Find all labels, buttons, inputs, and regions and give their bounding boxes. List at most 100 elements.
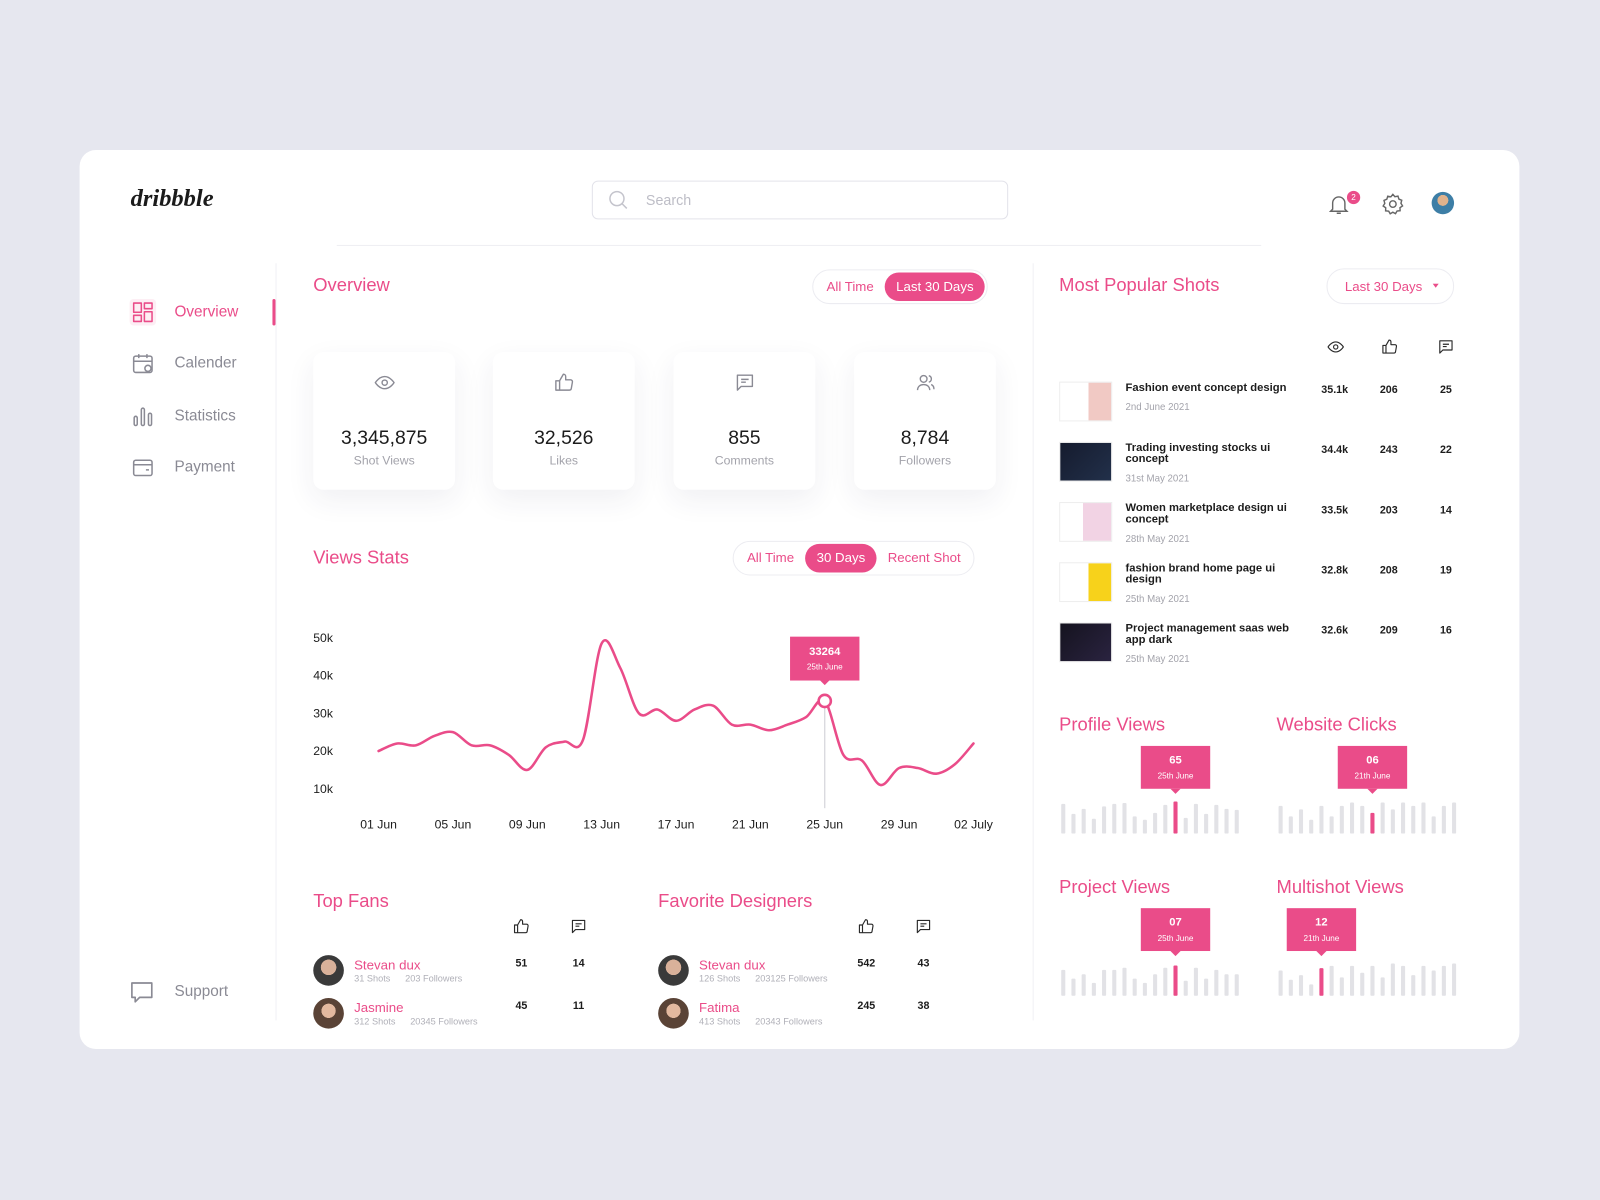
mini-tooltip-pointer	[1367, 788, 1378, 794]
stat-value: 3,345,875	[341, 427, 428, 449]
nav-item[interactable]: Payment	[174, 458, 235, 476]
shot-likes: 203	[1379, 504, 1398, 517]
shot-thumbnail[interactable]	[1059, 441, 1113, 482]
person-comments: 43	[917, 957, 930, 970]
sidebar-divider	[275, 263, 277, 1021]
filter-group: All Time Last 30 Days	[812, 269, 988, 305]
person-name[interactable]: Fatima	[698, 999, 740, 1016]
mini-bar-chart	[1061, 965, 1239, 996]
y-tick-label: 30k	[313, 706, 334, 720]
person-likes: 245	[857, 999, 876, 1013]
mini-bar	[1349, 965, 1355, 996]
stat-label: Likes	[549, 453, 579, 468]
search-box[interactable]: Search	[591, 180, 1009, 220]
nav-icon[interactable]	[131, 351, 155, 375]
avatar[interactable]	[313, 997, 344, 1029]
stat-value: 8,784	[900, 427, 950, 449]
shot-comments: 25	[1439, 383, 1452, 396]
mini-tooltip-value: 12	[1315, 916, 1328, 929]
notification-bell[interactable]	[1327, 192, 1351, 216]
mini-bar	[1102, 969, 1107, 996]
section-title: Most Popular Shots	[1059, 274, 1220, 295]
section-title: Favorite Designers	[658, 890, 813, 912]
mini-bar	[1224, 974, 1229, 996]
filter-option[interactable]: Last 30 Days	[884, 272, 985, 302]
shot-date: 31st May 2021	[1125, 473, 1190, 485]
filter-option[interactable]: All Time	[746, 549, 795, 566]
mini-tooltip-date: 25th June	[1157, 771, 1194, 781]
mini-bar	[1401, 802, 1406, 834]
mini-bar	[1411, 975, 1416, 996]
shot-title[interactable]: Project management saas web app dark	[1125, 622, 1289, 646]
person-name[interactable]: Stevan dux	[698, 957, 766, 973]
mini-bar	[1390, 963, 1395, 996]
mini-chart-title: Project Views	[1059, 876, 1171, 897]
person-name[interactable]: Jasmine	[354, 999, 404, 1016]
mini-bar	[1112, 803, 1117, 834]
x-tick-label: 13 Jun	[583, 818, 620, 832]
section-title: Views Stats	[313, 546, 409, 568]
nav-item[interactable]: Overview	[174, 303, 239, 321]
shot-comments: 14	[1439, 504, 1452, 517]
nav-item[interactable]: Statistics	[174, 407, 236, 425]
shot-title[interactable]: Fashion event concept design	[1125, 381, 1287, 394]
stat-icon	[374, 375, 395, 390]
mini-bar	[1319, 968, 1324, 996]
mini-chart-title: Website Clicks	[1276, 714, 1397, 735]
support-icon[interactable]	[129, 979, 156, 1006]
logo[interactable]: dribbble	[130, 185, 214, 213]
shot-title[interactable]: fashion brand home page ui design	[1125, 562, 1276, 586]
support-link[interactable]: Support	[174, 982, 229, 1000]
person-shots: 312 Shots	[354, 1016, 396, 1027]
person-shots: 126 Shots	[698, 973, 741, 984]
shot-likes: 209	[1379, 624, 1398, 637]
avatar[interactable]	[658, 997, 689, 1029]
settings-icon[interactable]	[1381, 192, 1405, 216]
mini-bar	[1091, 818, 1096, 834]
mini-bar	[1452, 963, 1457, 996]
nav-icon[interactable]	[131, 404, 155, 428]
nav-item[interactable]: Calender	[174, 354, 237, 372]
card	[79, 149, 1520, 1049]
shot-views: 33.5k	[1321, 504, 1349, 517]
mini-bar	[1380, 802, 1385, 834]
shot-info: Trading investing stocks ui concept 31st …	[1125, 441, 1312, 485]
mini-bar	[1193, 803, 1198, 834]
mini-bar	[1339, 977, 1344, 996]
mini-chart-title: Profile Views	[1059, 714, 1166, 735]
mini-tooltip-date: 21th June	[1354, 771, 1391, 781]
shot-thumbnail[interactable]	[1059, 502, 1113, 542]
mini-chart-title: Multishot Views	[1276, 876, 1404, 897]
avatar[interactable]	[313, 955, 344, 986]
filter-option[interactable]: 30 Days	[805, 543, 877, 573]
avatar[interactable]	[658, 955, 689, 986]
mini-bar-chart	[1278, 963, 1457, 996]
shot-title[interactable]: Trading investing stocks ui concept	[1125, 441, 1271, 466]
nav-icon[interactable]	[131, 300, 155, 324]
filter-option[interactable]: All Time	[826, 278, 874, 294]
shot-thumbnail[interactable]	[1059, 562, 1113, 603]
shot-title[interactable]: Women marketplace design ui concept	[1125, 502, 1287, 526]
mini-bar	[1411, 805, 1416, 834]
user-avatar[interactable]	[1431, 191, 1455, 215]
shot-info: Fashion event concept design 2nd June 202…	[1125, 381, 1312, 413]
filter-option[interactable]: Recent Shot	[887, 549, 961, 566]
person-likes: 542	[857, 957, 876, 970]
nav-icon[interactable]	[131, 455, 155, 479]
mini-bar	[1452, 802, 1457, 834]
mini-tooltip: 06 21th June	[1337, 745, 1408, 794]
mini-bar	[1183, 817, 1188, 834]
views-chart: 10k 20k 30k 40k 50k 01 Jun 05 Jun 09 Jun 13 Jun 1…	[313, 631, 993, 832]
shot-thumbnail[interactable]	[1059, 622, 1113, 663]
mini-bar	[1309, 984, 1314, 996]
stat-label: Shot Views	[353, 453, 415, 468]
column-icon	[1382, 339, 1398, 354]
mini-bar	[1193, 967, 1198, 996]
mini-bar	[1183, 980, 1188, 996]
header-divider	[336, 244, 1262, 246]
shot-thumbnail[interactable]	[1059, 381, 1113, 422]
dropdown[interactable]: Last 30 Days	[1326, 268, 1455, 305]
person-name[interactable]: Stevan dux	[354, 957, 421, 973]
mini-bar	[1339, 805, 1344, 834]
